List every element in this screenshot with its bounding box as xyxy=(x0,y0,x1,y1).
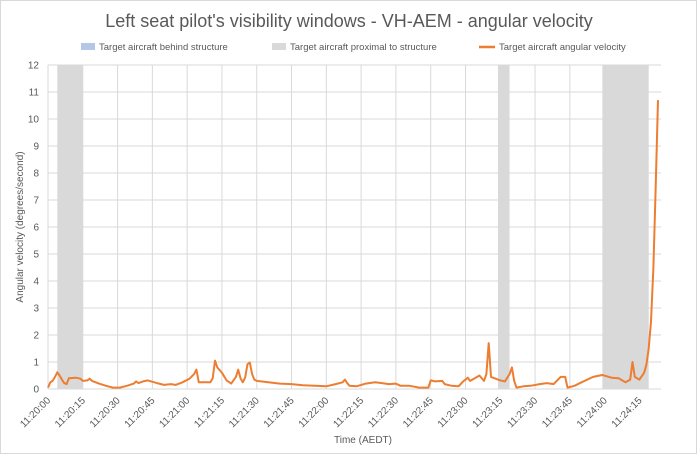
x-axis-title: Time (AEDT) xyxy=(334,435,392,446)
legend-swatch xyxy=(81,43,95,50)
y-tick-label: 7 xyxy=(33,196,39,207)
x-tick-label: 11:22:45 xyxy=(401,395,436,430)
legend-item: Target aircraft angular velocity xyxy=(479,42,626,53)
x-tick-label: 11:24:15 xyxy=(610,395,645,430)
x-tick-label: 11:21:30 xyxy=(227,395,262,430)
series-line xyxy=(47,100,659,389)
y-tick-label: 6 xyxy=(33,223,39,234)
x-tick-label: 11:23:00 xyxy=(436,395,471,430)
x-tick-label: 11:21:45 xyxy=(262,395,297,430)
x-tick-label: 11:20:15 xyxy=(53,395,88,430)
legend-label: Target aircraft proximal to structure xyxy=(290,42,437,53)
y-tick-label: 9 xyxy=(33,142,39,153)
series-layer xyxy=(47,100,659,389)
legend-label: Target aircraft angular velocity xyxy=(499,42,626,53)
y-tick-label: 5 xyxy=(33,250,39,261)
x-tick-label: 11:24:00 xyxy=(575,395,610,430)
y-tick-label: 8 xyxy=(33,169,39,180)
x-tick-label: 11:20:45 xyxy=(123,395,158,430)
x-tick-label: 11:21:15 xyxy=(192,395,227,430)
gridlines xyxy=(47,64,661,390)
chart-legend: Target aircraft behind structure Target a… xyxy=(81,42,626,53)
x-tick-label: 11:23:30 xyxy=(505,395,540,430)
legend-item: Target aircraft behind structure xyxy=(81,42,228,53)
legend-label: Target aircraft behind structure xyxy=(99,42,228,53)
x-tick-label: 11:22:30 xyxy=(366,395,401,430)
y-tick-label: 0 xyxy=(33,385,39,396)
x-axis-ticks: 11:20:00 11:20:15 11:20:30 11:20:45 11:21:00… xyxy=(18,395,645,430)
y-tick-label: 2 xyxy=(33,331,39,342)
y-tick-label: 10 xyxy=(28,115,40,126)
x-tick-label: 11:22:15 xyxy=(331,395,366,430)
y-tick-label: 4 xyxy=(33,277,39,288)
legend-swatch xyxy=(272,43,286,50)
chart-title: Left seat pilot's visibility windows - V… xyxy=(105,11,593,31)
x-tick-label: 11:21:00 xyxy=(158,395,193,430)
y-tick-label: 1 xyxy=(33,358,39,369)
x-tick-label: 11:20:00 xyxy=(18,395,53,430)
x-tick-label: 11:23:45 xyxy=(540,395,575,430)
y-tick-label: 12 xyxy=(28,61,40,72)
x-tick-label: 11:22:00 xyxy=(297,395,332,430)
x-tick-label: 11:23:15 xyxy=(471,395,506,430)
y-tick-label: 11 xyxy=(29,88,40,99)
legend-item: Target aircraft proximal to structure xyxy=(272,42,437,53)
x-tick-label: 11:20:30 xyxy=(88,395,123,430)
y-axis-title: Angular velocity (degrees/second) xyxy=(15,151,26,302)
y-tick-label: 3 xyxy=(33,304,39,315)
